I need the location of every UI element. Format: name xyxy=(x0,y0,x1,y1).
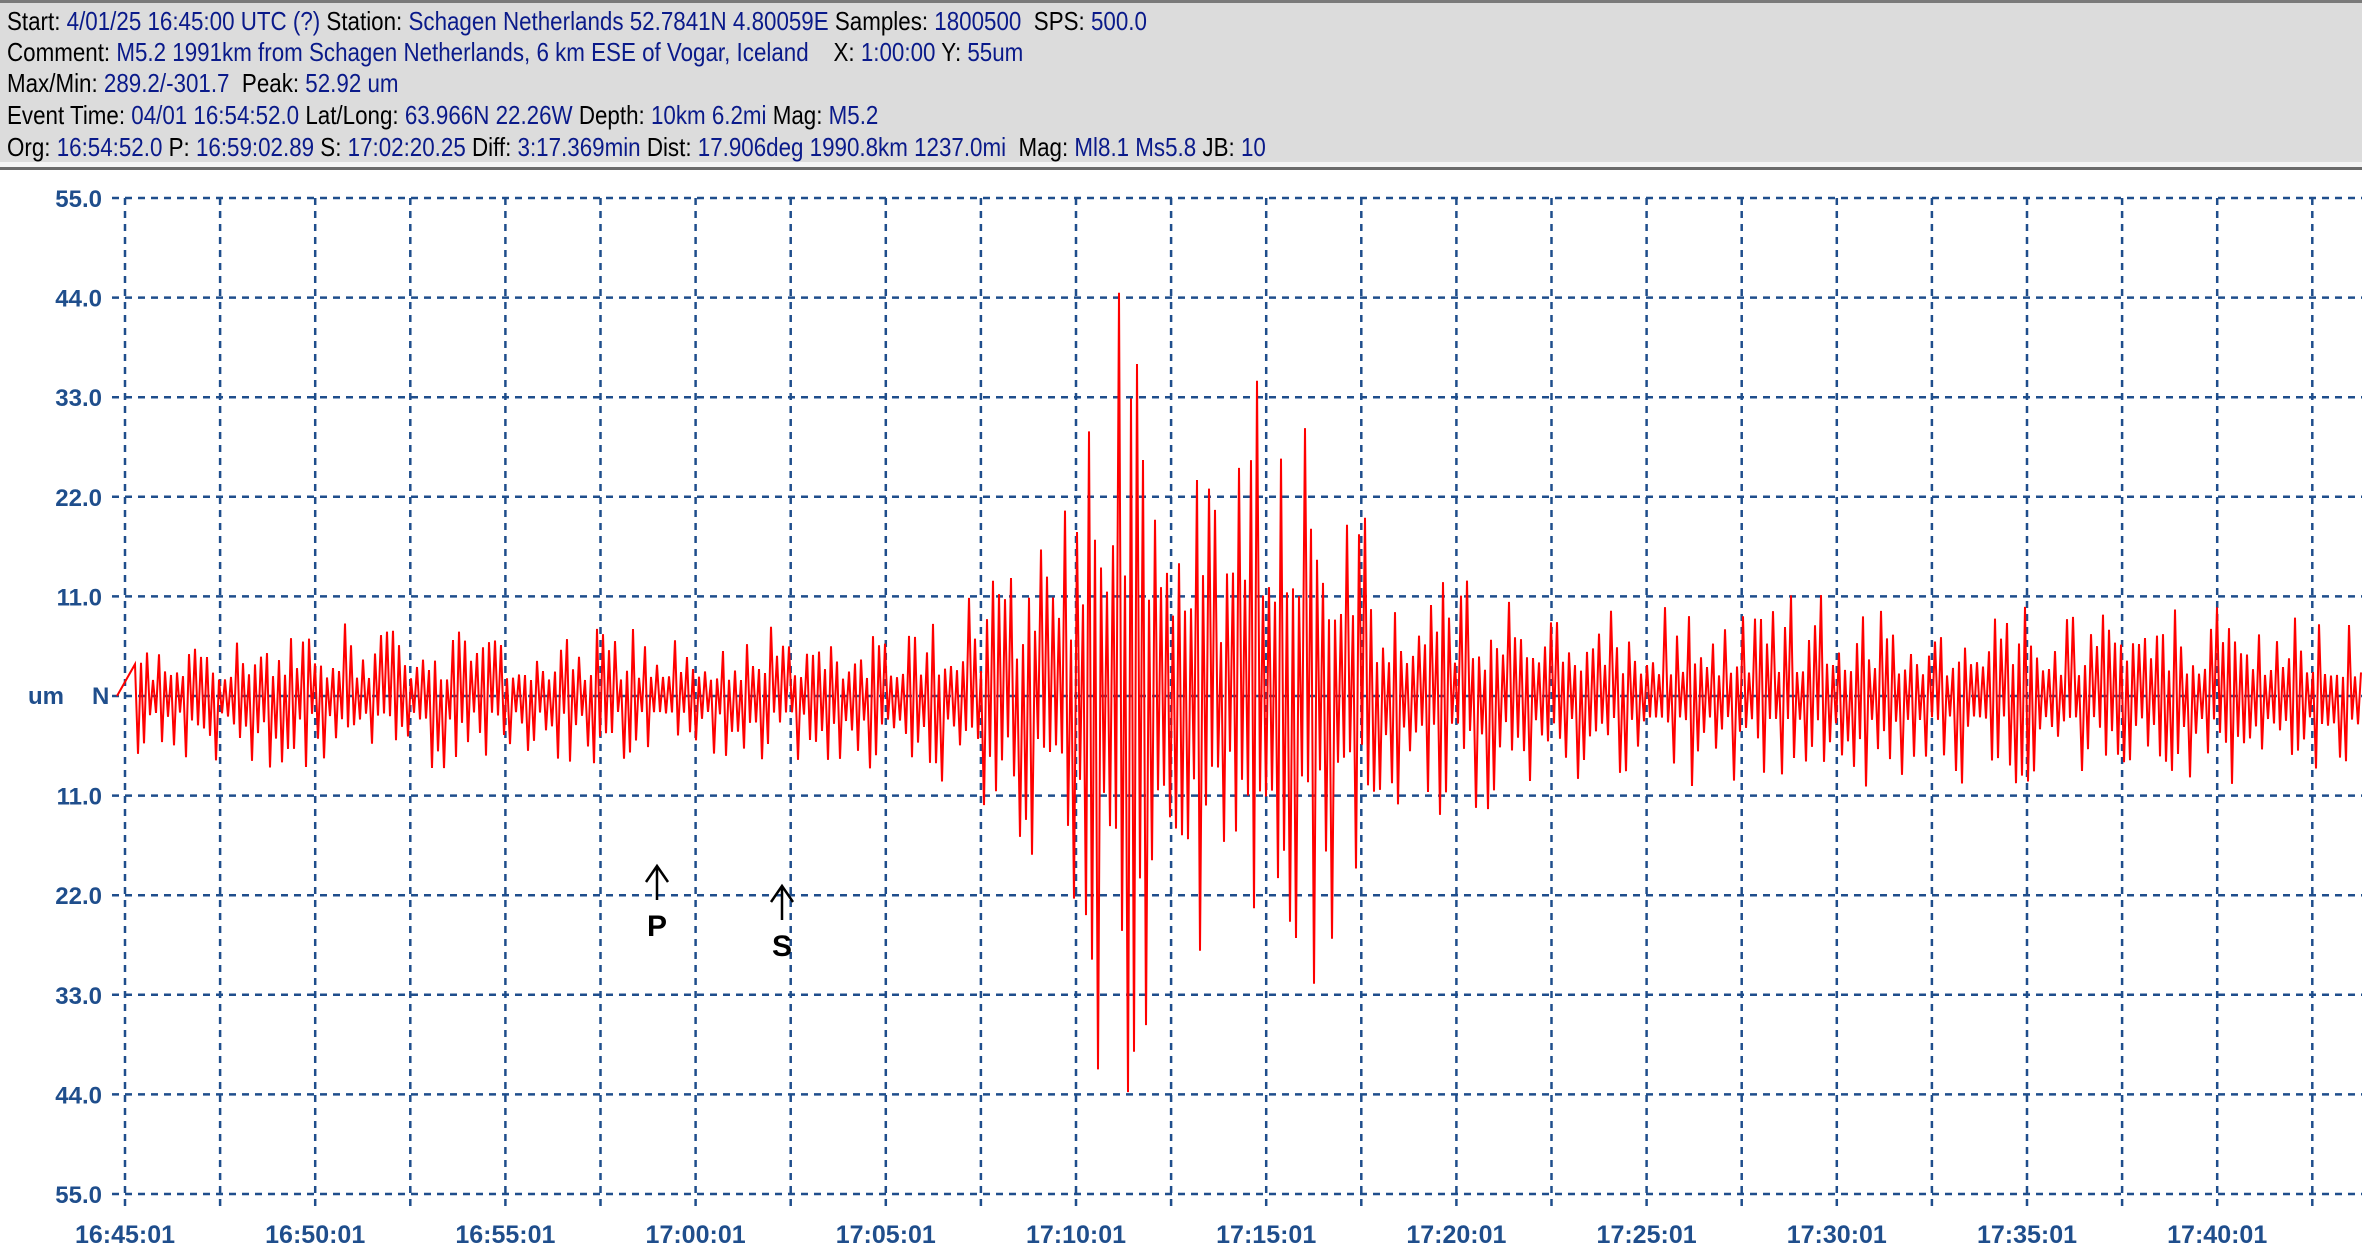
marker-p: P xyxy=(644,863,670,943)
marker-label: S xyxy=(772,930,792,963)
x-tick-label: 17:20:01 xyxy=(1406,1221,1506,1249)
y-tick-label: 55.0 xyxy=(55,186,102,213)
info-header: Start: 4/01/25 16:45:00 UTC (?) Station:… xyxy=(0,0,2362,162)
x-tick-label: 17:30:01 xyxy=(1787,1221,1887,1249)
x-tick-label: 16:50:01 xyxy=(265,1221,365,1249)
x-tick-label: 17:35:01 xyxy=(1977,1221,2077,1249)
y-tick-label: 11.0 xyxy=(57,584,102,611)
header-line-comment: Comment: M5.2 1991km from Schagen Nether… xyxy=(7,37,1024,67)
x-tick-label: 16:45:01 xyxy=(75,1221,175,1249)
y-tick-label: 55.0 xyxy=(55,1182,102,1209)
x-tick-label: 17:15:01 xyxy=(1216,1221,1316,1249)
up-arrow-icon xyxy=(769,883,795,920)
header-divider xyxy=(0,162,2362,170)
channel-label: N xyxy=(92,683,109,710)
y-tick-label: 44.0 xyxy=(55,1082,102,1109)
x-tick-label: 16:55:01 xyxy=(455,1221,555,1249)
y-tick-label: 33.0 xyxy=(55,983,102,1010)
x-tick-label: 17:40:01 xyxy=(2167,1221,2267,1249)
y-axis-ticks: 55.0 44.0 33.0 22.0 11.0 11.0 22.0 33.0 44.0 55.0 xyxy=(55,186,102,1209)
marker-label: P xyxy=(647,910,667,943)
y-tick-label: 22.0 xyxy=(55,485,102,512)
x-tick-label: 17:00:01 xyxy=(646,1221,746,1249)
y-axis-unit-label: um xyxy=(28,683,64,710)
x-tick-label: 17:10:01 xyxy=(1026,1221,1126,1249)
header-line-start: Start: 4/01/25 16:45:00 UTC (?) Station:… xyxy=(7,6,1147,36)
x-tick-label: 17:05:01 xyxy=(836,1221,936,1249)
y-tick-label: 22.0 xyxy=(55,883,102,910)
y-tick-label: 33.0 xyxy=(55,385,102,412)
waveform-trace xyxy=(116,292,2362,1093)
x-tick-label: 17:25:01 xyxy=(1597,1221,1697,1249)
y-tick-label: 11.0 xyxy=(57,784,102,811)
header-line-event: Event Time: 04/01 16:54:52.0 Lat/Long: 6… xyxy=(7,100,879,130)
marker-s: S xyxy=(769,883,795,963)
up-arrow-icon xyxy=(644,863,670,900)
phase-markers: PS xyxy=(644,863,795,963)
x-axis-ticks: 16:45:01 16:50:01 16:55:01 17:00:01 17:05:01… xyxy=(75,1221,2267,1249)
header-line-origin: Org: 16:54:52.0 P: 16:59:02.89 S: 17:02:… xyxy=(7,132,1266,162)
header-line-maxmin: Max/Min: 289.2/-301.7 Peak: 52.92 um xyxy=(7,68,399,98)
y-tick-label: 44.0 xyxy=(55,286,102,313)
